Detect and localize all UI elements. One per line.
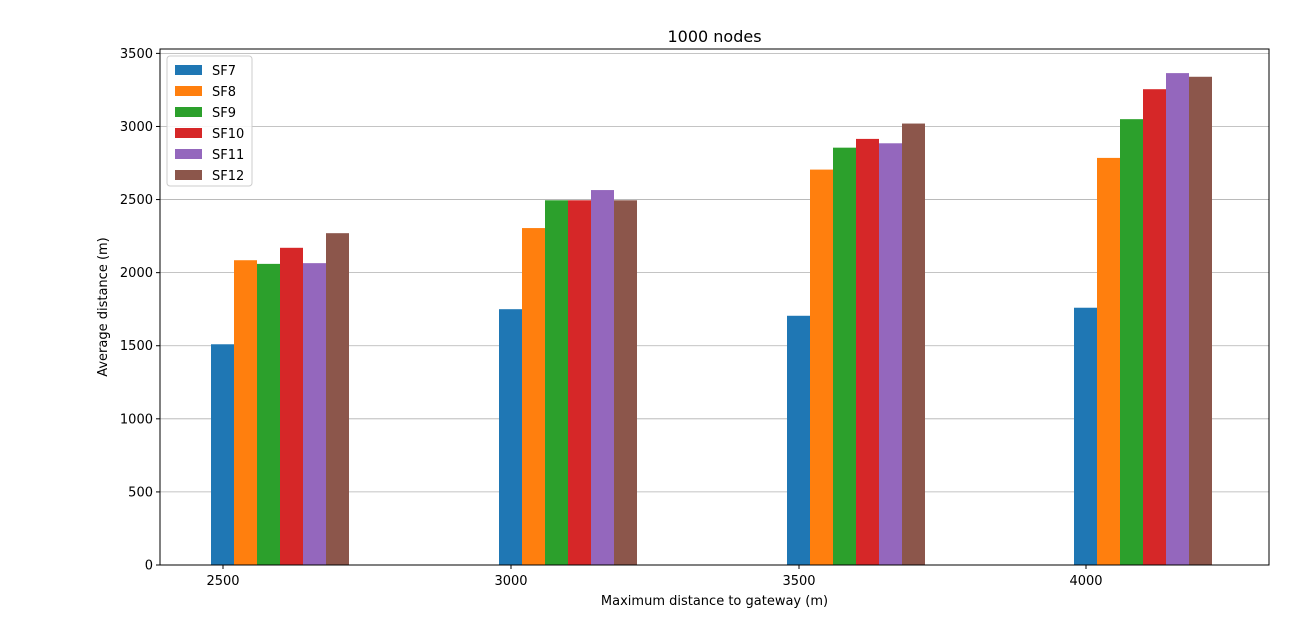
bar-sf8-3000 [522,228,545,565]
y-tick-label: 500 [128,485,153,500]
legend-swatch-sf11 [175,149,202,159]
legend-label-sf10: SF10 [212,127,244,142]
plot-frame [159,48,1270,566]
bar-sf12-2500 [326,233,349,565]
x-tick-label: 2500 [206,574,239,589]
legend-label-sf12: SF12 [212,169,244,184]
bar-sf8-3500 [810,169,833,565]
y-tick-label: 3500 [120,47,153,62]
bar-sf9-3500 [833,147,856,565]
bar-sf11-3500 [879,143,902,566]
y-tick-label: 3000 [120,120,153,135]
bar-sf12-3500 [902,123,925,566]
x-axis-ticks: 2500 3000 3500 4000 [206,565,1103,589]
bars [211,73,1212,566]
legend-box [166,55,253,187]
bar-sf10-2500 [280,247,303,565]
y-axis-label: Average distance (m) [96,237,111,377]
bar-sf7-4000 [1074,307,1097,565]
bar-sf11-3000 [591,190,614,565]
legend-swatch-sf9 [175,107,202,117]
bar-sf8-2500 [234,260,257,565]
x-tick-label: 4000 [1069,574,1102,589]
y-tick-label: 0 [145,559,153,574]
bar-sf7-3000 [499,309,522,565]
x-axis-label: Maximum distance to gateway (m) [601,594,828,609]
y-tick-label: 1500 [120,339,153,354]
bar-sf12-4000 [1189,76,1212,565]
y-tick-label: 2000 [120,266,153,281]
bar-sf11-2500 [303,263,326,565]
legend-label-sf7: SF7 [212,64,236,79]
legend-label-sf9: SF9 [212,106,236,121]
bar-sf9-4000 [1120,119,1143,565]
bar-sf10-3000 [568,200,591,565]
bar-sf8-4000 [1097,157,1120,565]
y-axis-ticks: 0 500 1000 1500 2000 2500 3000 3500 [120,47,160,574]
bar-sf9-2500 [257,263,280,565]
x-tick-label: 3500 [782,574,815,589]
legend-swatch-sf12 [175,170,202,180]
legend-label-sf8: SF8 [212,85,236,100]
bar-sf12-3000 [614,200,637,565]
bar-sf9-3000 [545,200,568,565]
bar-sf11-4000 [1166,73,1189,565]
legend-swatch-sf8 [175,86,202,96]
legend-swatch-sf7 [175,65,202,75]
x-tick-label: 3000 [494,574,527,589]
legend-swatch-sf10 [175,128,202,138]
legend: SF7 SF8 SF9 SF10 SF11 SF12 [166,55,253,187]
bar-sf7-3500 [787,315,810,565]
legend-label-sf11: SF11 [212,148,244,163]
y-tick-label: 1000 [120,412,153,427]
bar-sf7-2500 [211,344,234,565]
chart-title: 1000 nodes [667,27,761,46]
y-tick-label: 2500 [120,193,153,208]
bar-sf10-3500 [856,138,879,565]
bar-sf10-4000 [1143,89,1166,565]
